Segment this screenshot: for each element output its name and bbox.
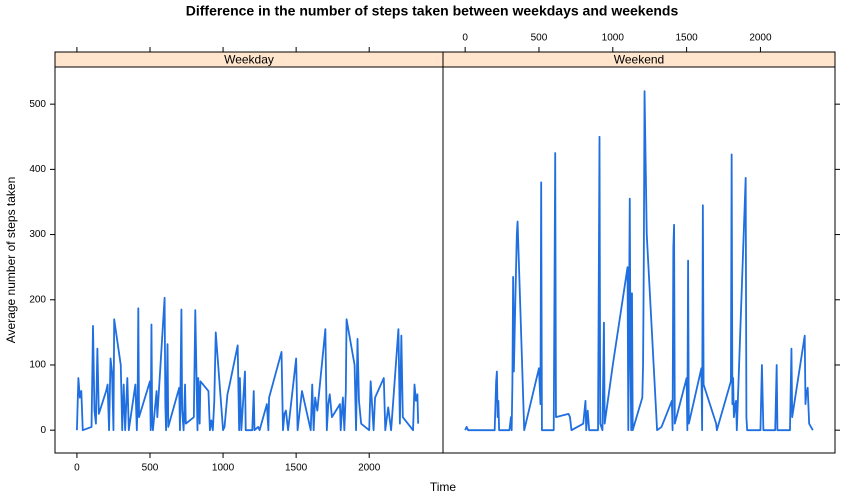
- x-tick-label: 2000: [749, 33, 772, 44]
- x-tick-label: 1500: [675, 33, 698, 44]
- y-tick-label: 0: [40, 425, 46, 436]
- y-tick-label: 400: [29, 164, 46, 175]
- y-tick-label: 500: [29, 99, 46, 110]
- y-tick-label: 200: [29, 294, 46, 305]
- x-tick-label: 0: [74, 463, 80, 474]
- data-line: [464, 90, 814, 432]
- x-tick-label: 500: [142, 463, 159, 474]
- x-tick-label: 500: [531, 33, 548, 44]
- y-tick-label: 100: [29, 360, 46, 371]
- x-tick-label: 1000: [212, 463, 235, 474]
- x-axis-title: Time: [430, 480, 457, 494]
- chart-title: Difference in the number of steps taken …: [186, 3, 679, 19]
- x-tick-label: 0: [462, 33, 468, 44]
- strip-text: Weekend: [614, 53, 664, 67]
- strip-text: Weekday: [224, 53, 274, 67]
- x-tick-label: 1000: [602, 33, 625, 44]
- y-axis-title: Average number of steps taken: [4, 177, 18, 344]
- x-tick-label: 2000: [358, 463, 381, 474]
- x-tick-label: 1500: [285, 463, 308, 474]
- data-line: [76, 296, 420, 432]
- y-tick-label: 300: [29, 229, 46, 240]
- panel-frame: [442, 66, 836, 454]
